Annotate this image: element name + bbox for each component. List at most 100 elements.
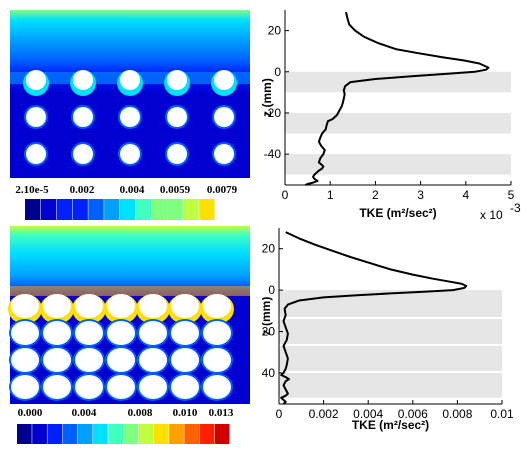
colorbar-box-bottom — [47, 424, 63, 444]
shear-layer-bottom — [10, 286, 250, 296]
x-axis-label-top: TKE (m²/sec²) — [359, 206, 436, 220]
cylinder-bottom — [203, 294, 231, 318]
profile-panel-bottom: 0 0.002 0.004 0.006 0.008 0.01 20 0 -20 -40 z (mm)… — [258, 224, 521, 446]
layer-band-bottom — [279, 319, 502, 344]
cylinder-bottom — [11, 294, 39, 318]
colorbar-box-bottom — [77, 424, 93, 444]
x-tick-label-top: 0 — [282, 188, 289, 202]
cylinder-bottom — [43, 375, 71, 399]
cylinder-bottom — [139, 294, 167, 318]
x-tick-label-top: 1 — [327, 188, 334, 202]
y-tick-label-top: -20 — [264, 106, 282, 120]
colorbar-box-bottom — [123, 424, 139, 444]
colorbar-label-bottom: 0.013 — [209, 407, 234, 419]
colorbar-box-top — [88, 199, 104, 220]
cylinder-bottom — [75, 321, 103, 345]
x-tick-label-top: 2 — [372, 188, 379, 202]
cylinder-bottom — [171, 321, 199, 345]
tke-profile-line-top — [304, 11, 490, 186]
profile-panel-top: 0 1 2 3 4 5 20 0 -20 -40 z (mm) TKE (m²/sec²) x 10 -3 — [260, 0, 521, 224]
colorbar-box-bottom — [93, 424, 108, 444]
cylinder-top — [73, 144, 93, 164]
colorbar-label-bottom: 0.010 — [173, 407, 198, 419]
colorbar-box-top — [135, 199, 152, 220]
cylinder-bottom — [11, 348, 39, 372]
cylinder-bottom — [203, 375, 231, 399]
x-tick-label-bottom: 0.002 — [309, 407, 339, 421]
colorbar-label-bottom: 0.008 — [128, 407, 153, 419]
colorbar-label-bottom: 0.004 — [72, 407, 97, 419]
x-tick-label-bottom: 0.01 — [490, 407, 514, 421]
colorbar-box-bottom — [214, 424, 230, 444]
y-axis-label-bottom: z (mm) — [262, 297, 273, 336]
cylinder-bottom — [203, 321, 231, 345]
cylinder-bottom — [139, 348, 167, 372]
layer-band-top — [285, 71, 511, 93]
colorbar-box-bottom — [169, 424, 184, 444]
contour-plot-top: 2.10e-5 0.002 0.004 0.0059 0.0079 — [10, 10, 250, 220]
tke-profile-plot-top: 0 1 2 3 4 5 20 0 -20 -40 z (mm) TKE (m²/sec²) x 10 -3 — [260, 10, 521, 222]
cylinder-bottom — [11, 321, 39, 345]
colorbar-box-bottom — [184, 424, 200, 444]
cylinder-bottom — [203, 348, 231, 372]
colorbar-box-bottom — [138, 424, 154, 444]
cylinder-bottom — [43, 348, 71, 372]
colorbar-box-top — [104, 199, 120, 220]
layer-band-bottom — [279, 290, 502, 318]
cylinder-bottom — [107, 294, 135, 318]
colorbar-box-bottom — [17, 424, 32, 444]
cylinder-bottom — [139, 321, 167, 345]
contour-panel-top: 2.10e-5 0.002 0.004 0.0059 0.0079 — [0, 0, 262, 224]
y-tick-label-bottom: 0 — [268, 283, 275, 297]
colorbar-box-top — [167, 199, 183, 220]
cylinder-bottom — [75, 375, 103, 399]
cylinder-bottom — [75, 294, 103, 318]
cylinder-top — [120, 107, 140, 127]
layer-band-top — [285, 154, 511, 175]
colorbar-box-bottom — [108, 424, 123, 444]
y-tick-label-bottom: -40 — [262, 366, 275, 380]
tke-profile-line-bottom — [280, 231, 468, 405]
y-tick-label-bottom: -20 — [262, 325, 275, 339]
colorbar-box-top — [183, 199, 199, 220]
colorbar-box-bottom — [32, 424, 47, 444]
colorbar-label-top: 0.002 — [70, 184, 95, 196]
colorbar-box-top — [56, 199, 72, 220]
cylinder-bottom — [11, 375, 39, 399]
colorbar-label-bottom: 0.000 — [18, 407, 43, 419]
colorbar-label-top: 0.004 — [120, 184, 145, 196]
cylinder-top — [26, 107, 46, 127]
x-tick-label-top: 4 — [462, 188, 469, 202]
cylinder-top — [26, 70, 46, 90]
colorbar-box-top — [25, 199, 41, 220]
cylinder-top — [214, 107, 234, 127]
cylinder-top — [214, 70, 234, 90]
layer-band-bottom — [279, 372, 502, 398]
colorbar-box-top — [151, 199, 167, 220]
y-axis-label-top: z (mm) — [262, 78, 274, 117]
x-axis-label-bottom: TKE (m²/sec²) — [352, 418, 429, 432]
cylinder-bottom — [43, 321, 71, 345]
cylinder-top — [167, 70, 187, 90]
y-tick-label-top: -40 — [264, 147, 282, 161]
colorbar-box-top — [120, 199, 136, 220]
cylinder-bottom — [107, 375, 135, 399]
cylinder-top — [214, 144, 234, 164]
x-tick-label-top: 3 — [417, 188, 424, 202]
cylinder-bottom — [107, 321, 135, 345]
y-tick-label-bottom: 20 — [262, 242, 275, 256]
x-multiplier-top: x 10 — [480, 208, 503, 222]
cylinder-top — [120, 144, 140, 164]
x-tick-label-bottom: 0 — [276, 407, 283, 421]
contour-panel-bottom: 0.000 0.004 0.008 0.010 0.013 — [0, 224, 262, 446]
cylinder-bottom — [171, 375, 199, 399]
x-tick-label-bottom: 0.004 — [353, 407, 383, 421]
colorbar-box-bottom — [153, 424, 169, 444]
cylinder-top — [167, 107, 187, 127]
x-tick-label-bottom: 0.008 — [442, 407, 472, 421]
colorbar-label-top: 0.0059 — [160, 184, 191, 196]
contour-plot-bottom: 0.000 0.004 0.008 0.010 0.013 — [8, 226, 250, 444]
cylinder-bottom — [107, 348, 135, 372]
colorbar-label-top: 2.10e-5 — [15, 184, 49, 196]
cylinder-top — [120, 70, 140, 90]
